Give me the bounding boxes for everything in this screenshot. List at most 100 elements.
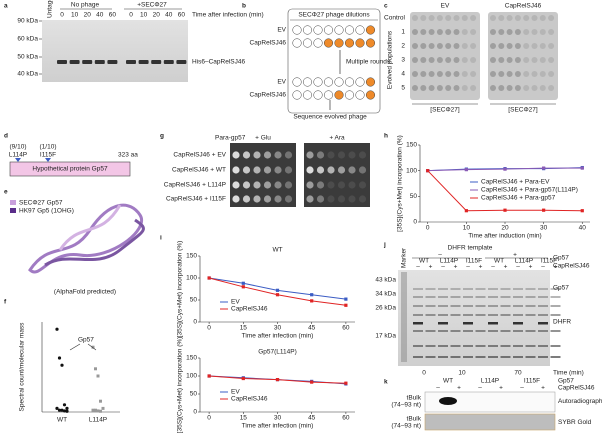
- spot: [436, 43, 443, 49]
- plaque-well: [365, 38, 376, 48]
- gel-band: [475, 296, 486, 298]
- legend-label: EV: [231, 299, 240, 306]
- plaque-well: [355, 77, 365, 87]
- x-tick-label: WT: [57, 417, 67, 424]
- chart-title: WT: [272, 247, 282, 254]
- colony-spot: [358, 181, 367, 189]
- label: 43 kDa: [375, 277, 396, 284]
- gel-band: [513, 296, 523, 298]
- label: (74–93 nt): [391, 402, 421, 409]
- band: [107, 60, 118, 64]
- data-point: [275, 293, 280, 297]
- label: Time after infection (min): [192, 12, 264, 19]
- gel-band: [425, 330, 436, 332]
- label: I115F: [541, 258, 557, 265]
- label: 70: [514, 370, 522, 377]
- colony-spot: [242, 181, 251, 189]
- data-point: [60, 408, 64, 412]
- gel-band: [538, 330, 548, 332]
- spot: [539, 43, 546, 49]
- label: DHFR: [553, 319, 571, 326]
- gel-band: [500, 288, 511, 290]
- spot: [412, 57, 418, 63]
- x-axis-label: Time after induction (min): [468, 233, 541, 240]
- plaque-well: [344, 38, 355, 48]
- colony-spot: [316, 166, 325, 174]
- colony-spot: [348, 151, 356, 159]
- data-point: [344, 297, 348, 301]
- spot: [470, 85, 477, 91]
- data-point: [503, 208, 507, 212]
- gel-band: [450, 356, 461, 358]
- plaque-well: [344, 90, 355, 100]
- data-point: [241, 376, 245, 381]
- label: +: [554, 264, 558, 271]
- spot: [523, 43, 530, 49]
- colony-spot: [306, 151, 314, 159]
- label: +: [541, 385, 545, 392]
- colony-spot: [284, 181, 293, 189]
- protein-bar: [9, 161, 131, 177]
- label: Time (min): [553, 370, 584, 377]
- gel-band: [525, 356, 536, 358]
- y-tick-label: 0: [413, 219, 417, 226]
- colony-spot: [337, 151, 346, 159]
- x-tick-label: 30: [540, 225, 548, 232]
- gel-band: [500, 314, 511, 316]
- spot: [445, 43, 452, 49]
- x-tick-label: 40: [579, 225, 587, 232]
- colony-spot: [274, 195, 282, 203]
- legend-label: EV: [231, 389, 240, 396]
- panel-label: j: [383, 242, 386, 249]
- spot: [412, 85, 418, 91]
- label: I115F: [524, 378, 540, 385]
- label: Marker: [401, 247, 408, 268]
- plaque-well: [323, 38, 334, 48]
- plaque-well: [302, 38, 313, 48]
- legend-swatch: [10, 208, 16, 213]
- spot: [539, 57, 546, 63]
- band: [163, 60, 174, 64]
- label: Hypothetical protein Gp57: [32, 166, 108, 173]
- gel-band: [463, 322, 473, 325]
- label: +: [504, 264, 508, 271]
- spot: [453, 29, 460, 35]
- gel-band: [413, 345, 423, 347]
- spot: [453, 85, 460, 91]
- label: L114P: [515, 258, 533, 265]
- label: 60 kDa: [17, 36, 38, 43]
- gel-band: [438, 314, 448, 316]
- colony-spot: [242, 195, 251, 203]
- label: 34 kDa: [375, 291, 396, 298]
- spot: [548, 29, 555, 35]
- gel-band: [488, 296, 498, 298]
- x-tick-label: 45: [308, 325, 316, 332]
- gel-band: [525, 296, 536, 298]
- y-tick-label: 150: [186, 355, 197, 362]
- gel-band: [525, 305, 536, 307]
- spot: [445, 85, 452, 91]
- label: 0: [129, 12, 133, 19]
- colony-spot: [232, 151, 240, 159]
- spot: [539, 71, 546, 77]
- gel-band: [475, 314, 486, 316]
- spot: [506, 57, 513, 63]
- colony-spot: [358, 166, 367, 174]
- spot: [420, 15, 427, 21]
- y-tick-label: 50: [410, 193, 418, 200]
- label: CapRelSJ46 + EV: [173, 152, 226, 159]
- label: [SECΦ27]: [508, 107, 538, 114]
- y-tick-label: 0: [193, 319, 197, 326]
- y-tick-label: 100: [186, 275, 197, 282]
- plate-glu: [230, 143, 296, 207]
- data-point: [207, 374, 211, 378]
- y-tick-label: 150: [186, 253, 197, 260]
- gel-band: [550, 305, 561, 307]
- plaque-well: [334, 25, 344, 35]
- spot: [514, 71, 521, 77]
- sybr-box: [424, 413, 556, 431]
- label: 10: [71, 12, 79, 19]
- label: –: [478, 385, 482, 392]
- x-tick-label: 0: [426, 225, 430, 232]
